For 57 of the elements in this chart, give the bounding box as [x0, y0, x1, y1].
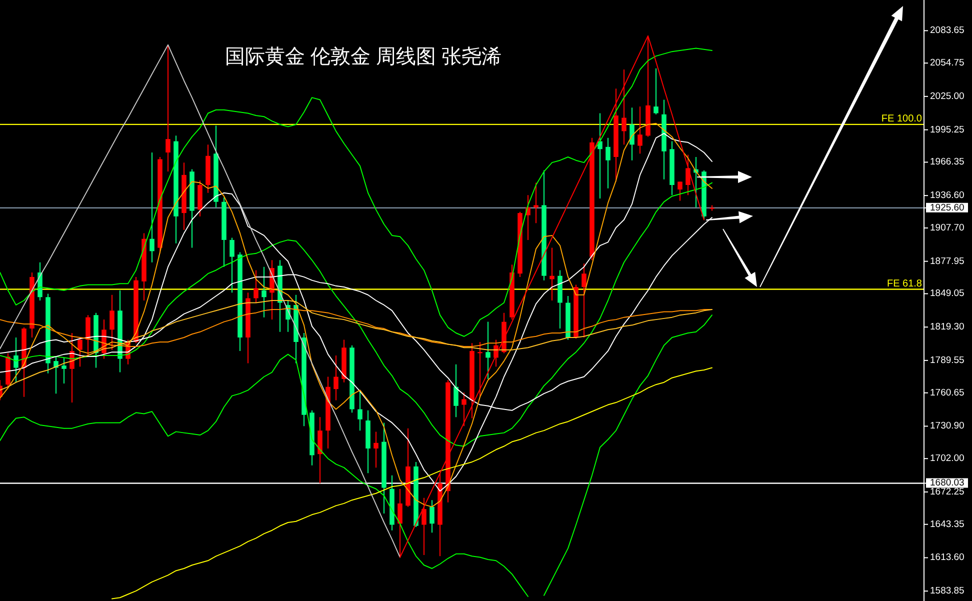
y-tick-label: 1849.05 — [930, 288, 964, 300]
candlestick — [550, 247, 554, 301]
candlestick — [318, 416, 322, 484]
ref-line-label: FE 100.0 — [881, 113, 922, 124]
candlestick — [710, 204, 714, 212]
candlestick — [110, 294, 114, 350]
y-tick-label: 1760.65 — [930, 387, 964, 398]
y-tick-label: 1995.25 — [930, 124, 964, 136]
y-tick-label: 1730.90 — [930, 420, 964, 432]
y-tick-label: 1672.25 — [930, 486, 964, 498]
y-tick-label: 1613.60 — [930, 552, 964, 564]
candlestick — [606, 137, 610, 189]
candlestick — [62, 357, 66, 384]
candlestick — [654, 68, 658, 115]
y-tick-label: 2054.75 — [930, 58, 964, 69]
candlestick — [678, 181, 682, 202]
candlestick — [14, 337, 18, 383]
y-tick-label: 1925.60 — [930, 202, 964, 214]
y-tick-label: 1936.60 — [930, 190, 964, 202]
candlestick — [254, 270, 258, 304]
y-tick-label: 1789.55 — [930, 354, 964, 366]
y-tick-label: 1680.03 — [930, 478, 964, 489]
candlestick — [150, 152, 154, 263]
candlestick — [630, 107, 634, 161]
y-tick-label: 1643.35 — [930, 518, 964, 530]
candlestick — [686, 154, 690, 196]
ref-line-label: FE 61.8 — [886, 278, 922, 290]
candlestick — [230, 237, 234, 294]
line-series — [0, 182, 712, 447]
candlestick — [430, 500, 434, 534]
candlestick — [454, 364, 458, 418]
candlestick — [374, 431, 378, 468]
y-tick-label: 1702.00 — [930, 453, 964, 464]
candlestick — [462, 392, 466, 427]
y-tick-label: 1583.85 — [930, 586, 964, 597]
line-series — [112, 367, 712, 600]
candlestick — [622, 69, 626, 146]
candlestick — [582, 263, 586, 338]
line-series — [0, 48, 712, 337]
candlestick — [638, 106, 642, 154]
candlestick — [486, 321, 490, 380]
y-tick-label: 1966.35 — [930, 156, 964, 168]
candlestick — [334, 354, 338, 401]
y-tick-label: 1877.95 — [930, 256, 964, 267]
y-tick-label: 1819.30 — [930, 322, 964, 333]
y-tick-label: 2083.65 — [930, 25, 964, 36]
candlestick — [166, 44, 170, 172]
candlestick — [78, 338, 82, 368]
candlestick — [262, 266, 266, 318]
candlestick — [358, 390, 362, 432]
y-tick-label: 1907.70 — [930, 222, 964, 234]
candlestick — [534, 182, 538, 224]
y-tick-label: 2025.00 — [930, 90, 964, 102]
candlestick — [478, 341, 482, 398]
candlestick — [86, 314, 90, 358]
candlestick — [54, 356, 58, 394]
text: 国际黄金 伦敦金 周线图 张尧浠 — [225, 46, 502, 68]
